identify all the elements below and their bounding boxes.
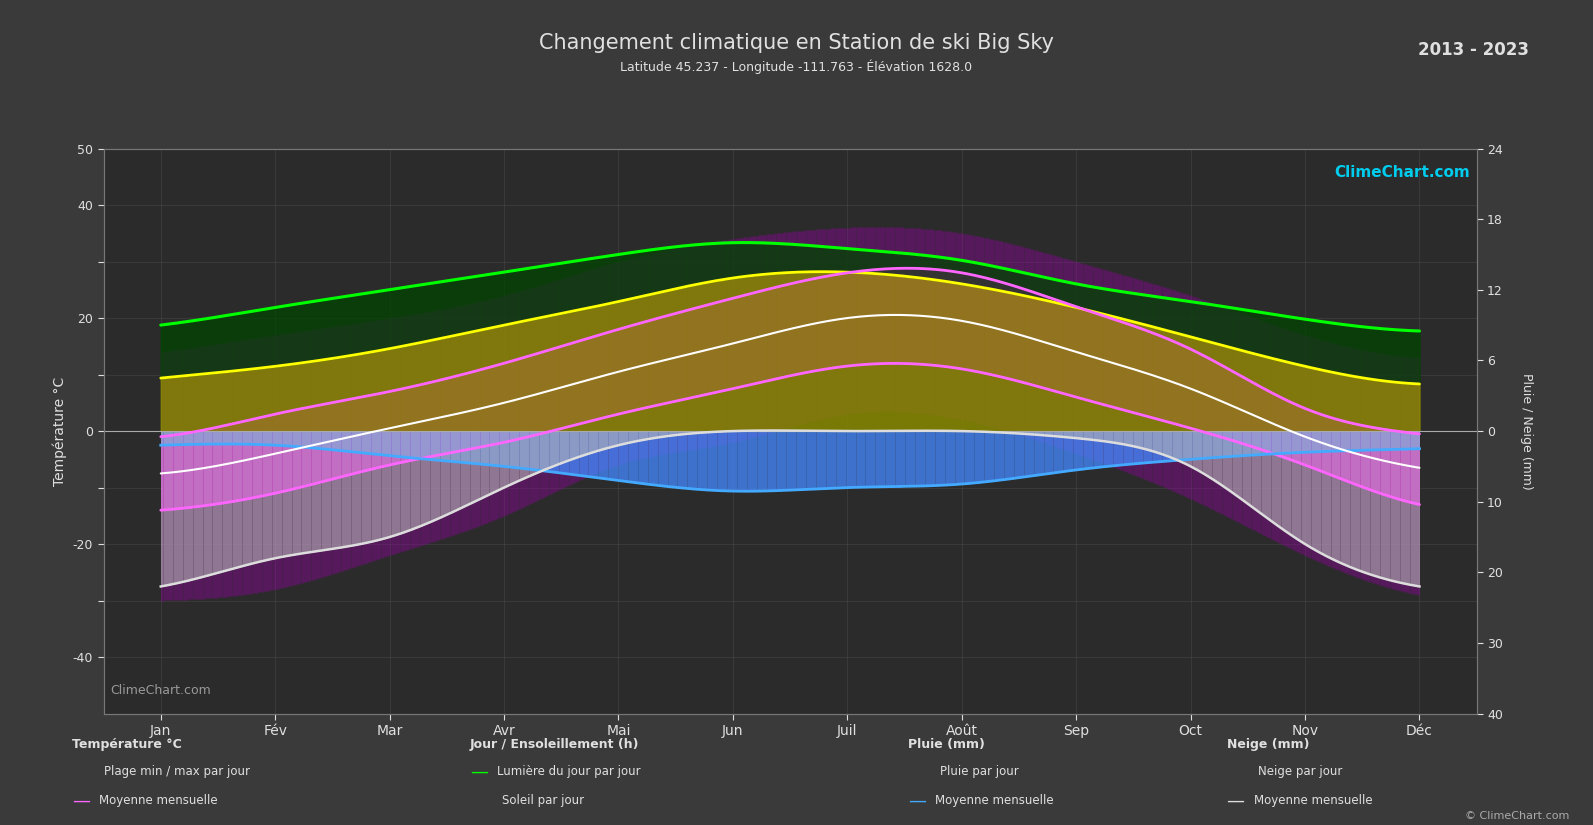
- Text: Moyenne mensuelle: Moyenne mensuelle: [1254, 794, 1372, 807]
- Text: —: —: [72, 791, 89, 809]
- Text: Jour / Ensoleillement (h): Jour / Ensoleillement (h): [470, 738, 639, 752]
- Text: Moyenne mensuelle: Moyenne mensuelle: [935, 794, 1053, 807]
- Text: —: —: [470, 762, 487, 780]
- Y-axis label: Jour / Ensoleillement (h)





Pluie / Neige (mm): Jour / Ensoleillement (h) Pluie / Neige …: [1520, 356, 1593, 506]
- Text: —: —: [470, 823, 487, 825]
- Text: Pluie (mm): Pluie (mm): [908, 738, 984, 752]
- Y-axis label: Température °C: Température °C: [53, 376, 67, 486]
- Text: Neige par jour: Neige par jour: [1258, 765, 1343, 778]
- Text: —: —: [1227, 791, 1244, 809]
- Text: 2013 - 2023: 2013 - 2023: [1418, 41, 1529, 59]
- Text: Lumière du jour par jour: Lumière du jour par jour: [497, 765, 640, 778]
- Text: Température °C: Température °C: [72, 738, 182, 752]
- Text: Latitude 45.237 - Longitude -111.763 - Élévation 1628.0: Latitude 45.237 - Longitude -111.763 - É…: [620, 59, 973, 74]
- Text: ClimeChart.com: ClimeChart.com: [110, 684, 212, 696]
- Text: Neige (mm): Neige (mm): [1227, 738, 1309, 752]
- Text: Soleil par jour: Soleil par jour: [502, 794, 585, 807]
- Text: Plage min / max par jour: Plage min / max par jour: [104, 765, 250, 778]
- Text: © ClimeChart.com: © ClimeChart.com: [1464, 811, 1569, 821]
- Text: ClimeChart.com: ClimeChart.com: [1333, 166, 1470, 181]
- Text: Changement climatique en Station de ski Big Sky: Changement climatique en Station de ski …: [538, 33, 1055, 53]
- Text: —: —: [908, 791, 926, 809]
- Text: Pluie par jour: Pluie par jour: [940, 765, 1018, 778]
- Text: Moyenne mensuelle: Moyenne mensuelle: [99, 794, 217, 807]
